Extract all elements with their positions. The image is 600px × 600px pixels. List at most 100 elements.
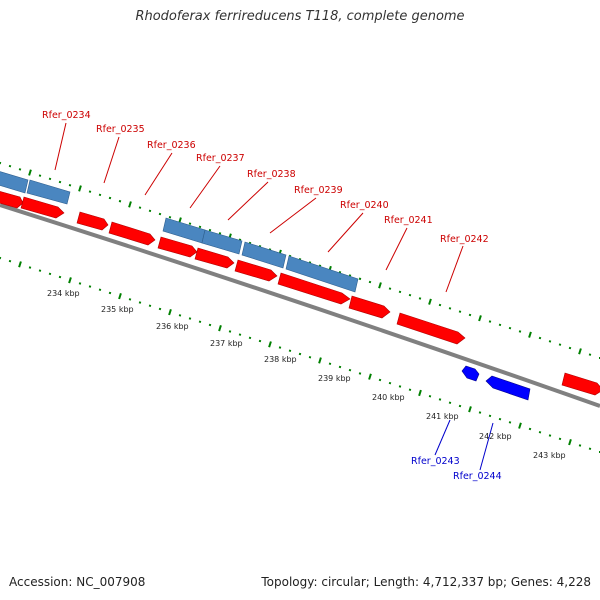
minor-tick	[388, 287, 392, 290]
gene-label-rfer-0244[interactable]: Rfer_0244	[453, 471, 502, 482]
outer-tick-ring	[0, 161, 600, 359]
minor-tick	[118, 199, 122, 203]
minor-tick	[48, 177, 52, 181]
minor-tick	[248, 336, 252, 340]
gene-label-rfer-0240[interactable]: Rfer_0240	[340, 200, 389, 211]
minor-tick	[308, 355, 312, 359]
minor-tick	[108, 291, 112, 295]
feature-block[interactable]	[241, 241, 287, 269]
minor-tick	[478, 411, 482, 414]
gene-arrow[interactable]	[485, 375, 531, 401]
minor-tick	[348, 368, 352, 372]
major-tick	[378, 282, 382, 289]
minor-tick	[188, 222, 192, 225]
minor-tick	[398, 290, 402, 294]
minor-tick	[558, 343, 562, 346]
minor-tick	[58, 180, 62, 184]
gene-arrow[interactable]	[461, 365, 480, 382]
minor-tick	[128, 298, 132, 301]
scale-label: 240 kbp	[372, 393, 405, 402]
gene-arrow[interactable]	[194, 247, 235, 269]
minor-tick	[68, 183, 72, 187]
reverse-leader-lines	[434, 419, 494, 471]
minor-tick	[468, 313, 472, 317]
major-tick	[18, 261, 22, 268]
gene-arrow[interactable]	[0, 190, 24, 209]
feature-block[interactable]	[201, 229, 243, 255]
minor-tick	[408, 293, 412, 297]
minor-tick	[508, 421, 512, 424]
gene-arrow[interactable]	[20, 196, 65, 219]
minor-tick	[428, 394, 432, 398]
minor-tick	[378, 378, 382, 382]
gene-label-rfer-0238[interactable]: Rfer_0238	[247, 169, 296, 180]
minor-tick	[158, 307, 162, 311]
gene-label-rfer-0237[interactable]: Rfer_0237	[196, 153, 245, 164]
major-tick	[578, 348, 582, 355]
gene-label-rfer-0241[interactable]: Rfer_0241	[384, 215, 433, 226]
major-tick	[528, 331, 532, 338]
gene-label-rfer-0236[interactable]: Rfer_0236	[147, 140, 196, 151]
gene-arrow[interactable]	[234, 259, 278, 282]
minor-tick	[198, 225, 202, 229]
minor-tick	[578, 444, 582, 447]
gene-label-rfer-0234[interactable]: Rfer_0234	[42, 110, 91, 121]
major-tick	[368, 373, 372, 380]
minor-tick	[458, 310, 462, 313]
minor-tick	[168, 215, 172, 219]
minor-tick	[358, 277, 362, 281]
gene-arrow[interactable]	[561, 372, 600, 396]
feature-block[interactable]	[26, 179, 71, 205]
gene-arrow[interactable]	[108, 221, 156, 246]
minor-tick	[208, 323, 212, 327]
gene-arrow[interactable]	[348, 295, 391, 319]
scale-labels: 234 kbp 235 kbp 236 kbp 237 kbp 238 kbp …	[47, 289, 566, 460]
major-tick	[468, 406, 472, 413]
major-tick	[128, 201, 132, 208]
minor-tick	[8, 164, 12, 168]
feature-block[interactable]	[0, 170, 29, 194]
gene-label-rfer-0243[interactable]: Rfer_0243	[411, 456, 460, 467]
minor-tick	[588, 353, 592, 356]
minor-tick	[28, 266, 32, 269]
minor-tick	[588, 447, 592, 451]
minor-tick	[88, 285, 92, 288]
minor-tick	[298, 352, 302, 356]
major-tick	[318, 357, 322, 364]
reverse-gene-labels: Rfer_0243 Rfer_0244	[411, 456, 502, 482]
minor-tick	[88, 190, 92, 193]
minor-tick	[98, 288, 102, 292]
minor-tick	[148, 209, 152, 213]
minor-tick	[548, 434, 552, 437]
gene-label-rfer-0235[interactable]: Rfer_0235	[96, 124, 145, 135]
minor-tick	[38, 269, 42, 272]
minor-tick	[38, 174, 42, 177]
minor-tick	[198, 320, 202, 324]
minor-tick	[498, 417, 502, 421]
minor-tick	[138, 206, 142, 209]
minor-tick	[178, 314, 182, 317]
gene-arrow[interactable]	[157, 236, 198, 258]
minor-tick	[388, 381, 392, 385]
other-feature-track	[0, 170, 359, 293]
minor-tick	[448, 307, 452, 310]
scale-label: 235 kbp	[101, 305, 134, 314]
minor-tick	[448, 401, 452, 405]
minor-tick	[108, 196, 112, 200]
gene-label-rfer-0242[interactable]: Rfer_0242	[440, 234, 489, 245]
minor-tick	[18, 168, 22, 171]
gene-label-rfer-0239[interactable]: Rfer_0239	[294, 185, 343, 196]
minor-tick	[338, 365, 342, 369]
minor-tick	[218, 232, 222, 235]
gene-arrow[interactable]	[396, 312, 466, 345]
minor-tick	[148, 304, 152, 308]
minor-tick	[58, 275, 62, 279]
major-tick	[428, 298, 432, 305]
minor-tick	[548, 340, 552, 343]
feature-block[interactable]	[285, 255, 359, 293]
gene-arrow[interactable]	[277, 272, 351, 305]
minor-tick	[328, 362, 332, 366]
minor-tick	[498, 323, 502, 327]
forward-gene-track	[0, 190, 600, 396]
gene-arrow[interactable]	[76, 211, 109, 231]
